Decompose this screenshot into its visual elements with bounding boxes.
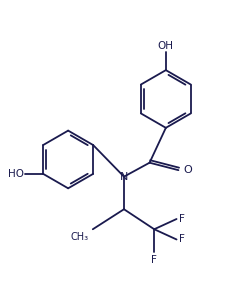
Text: O: O <box>183 165 192 175</box>
Text: OH: OH <box>158 41 174 51</box>
Text: F: F <box>151 255 157 265</box>
Text: F: F <box>179 235 185 244</box>
Text: N: N <box>120 172 128 182</box>
Text: F: F <box>179 214 185 224</box>
Text: CH₃: CH₃ <box>71 232 89 242</box>
Text: HO: HO <box>8 169 24 179</box>
